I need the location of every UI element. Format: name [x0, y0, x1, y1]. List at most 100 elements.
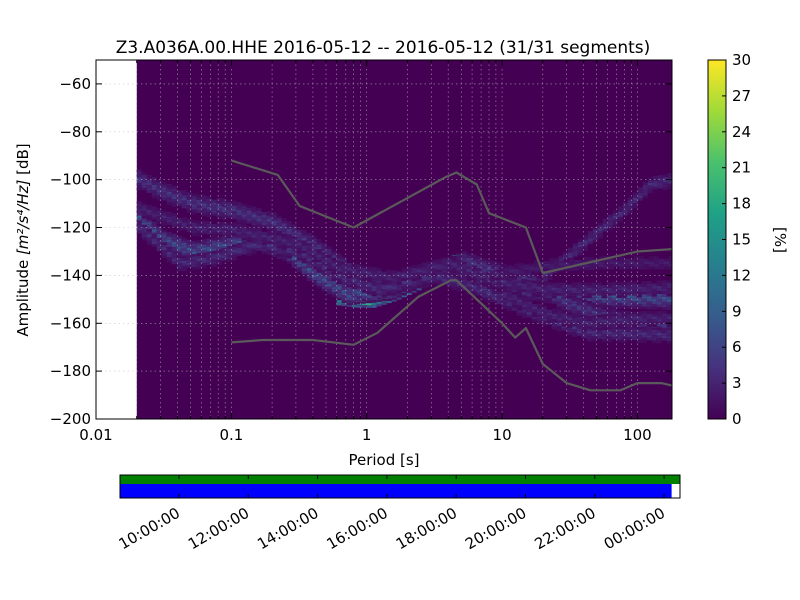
density-cell: [316, 280, 322, 284]
density-cell: [341, 269, 347, 273]
density-cell: [371, 277, 377, 281]
density-cell: [231, 200, 237, 204]
density-cell: [341, 300, 347, 304]
density-cell: [486, 259, 492, 263]
density-cell: [156, 240, 162, 244]
density-cell: [361, 290, 367, 293]
density-cell: [331, 265, 337, 269]
density-cell: [649, 258, 654, 262]
density-cell: [206, 231, 212, 235]
density-cell: [141, 235, 147, 238]
density-cell: [577, 244, 583, 248]
density-cell: [206, 206, 212, 210]
density-cell: [296, 245, 302, 248]
density-cell: [607, 222, 613, 226]
density-cell: [181, 260, 187, 264]
density-cell: [576, 308, 582, 311]
density-cell: [351, 302, 357, 305]
density-cell: [466, 274, 472, 277]
density-cell: [481, 292, 487, 295]
density-cell: [531, 297, 537, 301]
density-cell: [647, 311, 653, 314]
density-cell: [666, 338, 672, 341]
density-cell: [549, 258, 554, 261]
density-cell: [391, 289, 397, 292]
density-cell: [531, 293, 537, 297]
density-cell: [577, 239, 583, 242]
density-cell: [631, 337, 637, 340]
density-cell: [331, 292, 337, 295]
density-cell: [591, 331, 597, 334]
density-cell: [356, 293, 362, 297]
density-cell: [296, 240, 302, 243]
density-cell: [276, 240, 282, 244]
density-cell: [206, 196, 212, 199]
density-cell: [571, 334, 577, 337]
density-cell: [141, 202, 147, 206]
density-cell: [537, 314, 543, 317]
density-cell: [246, 234, 252, 237]
density-cell: [521, 315, 527, 318]
density-cell: [486, 286, 492, 290]
density-cell: [426, 261, 432, 265]
density-cell: [624, 258, 629, 262]
density-cell: [621, 303, 627, 306]
density-cell: [476, 282, 482, 285]
density-cell: [611, 284, 617, 288]
density-cell: [366, 289, 372, 292]
density-cell: [661, 294, 667, 297]
density-cell: [156, 216, 162, 219]
density-cell: [151, 217, 157, 220]
density-cell: [616, 300, 622, 304]
density-cell: [251, 214, 257, 218]
density-cell: [306, 261, 312, 264]
density-cell: [661, 285, 667, 289]
density-cell: [657, 175, 663, 178]
density-cell: [166, 245, 172, 248]
density-cell: [656, 294, 662, 297]
density-cell: [211, 248, 217, 251]
density-cell: [206, 221, 212, 224]
density-cell: [579, 265, 584, 268]
density-cell: [241, 225, 247, 228]
density-cell: [346, 268, 352, 271]
density-cell: [211, 250, 217, 254]
density-cell: [391, 293, 397, 296]
timeline-tick-label: 00:00:00: [601, 504, 668, 553]
density-cell: [411, 275, 417, 279]
density-cell: [579, 259, 584, 263]
density-cell: [321, 280, 327, 284]
density-cell: [311, 266, 317, 270]
density-cell: [501, 285, 507, 289]
density-cell: [562, 316, 568, 319]
colorbar-tick-label: 6: [732, 338, 742, 356]
colorbar-tick-label: 9: [732, 302, 742, 320]
density-cell: [171, 188, 177, 192]
density-cell: [641, 301, 647, 304]
density-cell: [241, 232, 247, 236]
density-cell: [306, 273, 312, 276]
density-cell: [206, 223, 212, 227]
density-cell: [241, 214, 247, 217]
density-cell: [511, 277, 517, 280]
density-cell: [596, 290, 602, 293]
density-cell: [196, 256, 202, 259]
density-cell: [221, 206, 227, 210]
density-cell: [592, 232, 598, 235]
density-cell: [321, 242, 327, 246]
density-cell: [621, 310, 627, 313]
density-cell: [221, 238, 227, 242]
density-cell: [136, 203, 142, 207]
density-cell: [256, 228, 262, 231]
density-cell: [641, 298, 647, 302]
density-cell: [466, 252, 472, 256]
density-cell: [151, 231, 157, 235]
density-cell: [261, 237, 267, 240]
density-cell: [666, 288, 672, 291]
density-cell: [627, 210, 633, 214]
density-cell: [346, 292, 352, 295]
density-cell: [564, 260, 569, 263]
density-cell: [547, 274, 553, 278]
density-cell: [561, 306, 567, 310]
density-cell: [281, 233, 287, 237]
